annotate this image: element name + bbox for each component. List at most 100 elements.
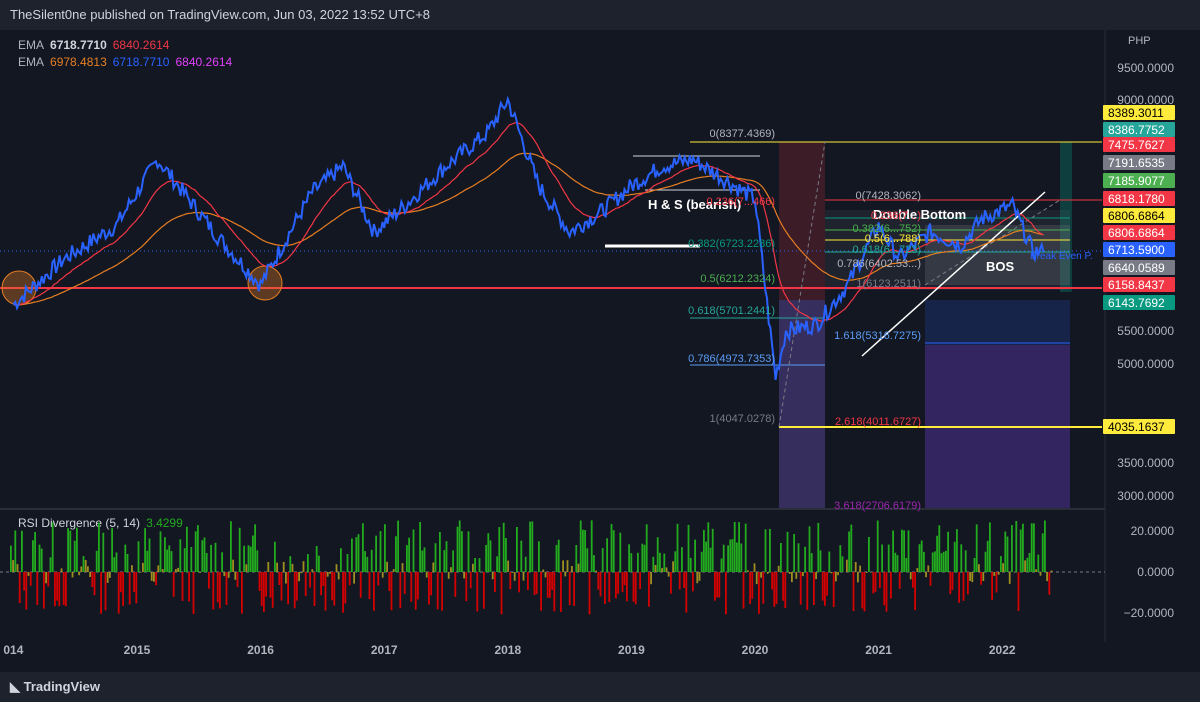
rsi-bar (775, 572, 778, 605)
rsi-bar (698, 572, 701, 581)
rsi-bar (659, 552, 661, 572)
rsi-bar (267, 562, 270, 572)
rsi-bar (80, 566, 83, 572)
rsi-bar (782, 572, 784, 601)
price-axis-currency: PHP (1128, 35, 1151, 47)
rsi-bar (529, 521, 531, 572)
rsi-bar (450, 567, 452, 572)
rsi-bar (483, 572, 485, 609)
rsi-bar (65, 572, 67, 607)
rsi-bar (131, 565, 133, 572)
rsi-bar (399, 572, 402, 609)
rsi-bar (111, 527, 113, 572)
rsi-bar (403, 572, 406, 594)
rsi-bar (54, 572, 56, 607)
rsi-bar (984, 551, 987, 572)
rsi-bar (599, 572, 602, 597)
rsi-bar (241, 572, 243, 614)
rsi-bar (762, 572, 765, 604)
rsi-bar (700, 551, 703, 572)
rsi-bar (584, 530, 586, 572)
rsi-bar (1039, 572, 1042, 576)
rsi-bar (885, 572, 888, 612)
rsi-bar (252, 535, 254, 572)
rsi-bar (509, 572, 512, 590)
footer: ◣ TradingView (0, 672, 1200, 702)
rsi-bar (25, 572, 28, 610)
rsi-bar (309, 572, 311, 588)
rsi-bar (947, 531, 949, 572)
rsi-bar (258, 572, 261, 591)
rsi-bar (709, 547, 712, 572)
price-tick-1: 9000.0000 (1117, 93, 1174, 107)
price-tick-6: 3000.0000 (1117, 489, 1174, 503)
rsi-bar (157, 565, 160, 572)
rsi-bar (656, 537, 659, 572)
rsi-bar (1002, 563, 1004, 572)
rsi-bar (335, 564, 338, 572)
price-tag-11: 6143.7692 (1108, 296, 1165, 310)
rsi-bar (390, 572, 393, 611)
rsi-bar (216, 572, 219, 603)
rsi-bar (784, 572, 787, 608)
rsi-bar (652, 556, 655, 572)
rsi-bar (14, 530, 17, 572)
rsi-bar (100, 572, 102, 614)
rsi-bar (703, 529, 705, 572)
time-tick-5: 2019 (618, 643, 645, 657)
rsi-bar (293, 572, 296, 609)
rsi-bar (821, 572, 824, 601)
rsi-bar (760, 572, 762, 578)
rsi-bar (744, 523, 747, 572)
price-tag-0: 8389.3011 (1108, 106, 1164, 120)
rsi-bar (577, 563, 580, 572)
rsi-bar (263, 572, 265, 612)
rsi-bar (740, 543, 743, 572)
rsi-bar (973, 557, 976, 572)
rsi-bar (898, 572, 901, 589)
rsi-bar (749, 572, 751, 605)
rsi-bar (527, 572, 529, 590)
rsi-bar (208, 572, 210, 589)
rsi-bar (1048, 572, 1051, 595)
rsi-bar (78, 572, 80, 576)
rsi-bar (643, 544, 646, 572)
rsi-bar (256, 550, 259, 572)
rsi-bar (476, 572, 479, 612)
rsi-bar (890, 572, 892, 599)
rsi-bar (815, 572, 817, 580)
fib2-label-1: 0.236(7...) (871, 210, 921, 222)
fib2-label-7: 1.618(5316.7275) (834, 330, 921, 342)
rsi-bar (681, 547, 683, 572)
rsi-bar (861, 572, 864, 609)
rsi-bar (474, 558, 476, 572)
rsi-bar (887, 544, 890, 572)
rsi-bar (621, 572, 624, 593)
rsi-bar (692, 572, 694, 592)
rsi-bar (907, 530, 910, 572)
rsi-bar (865, 572, 868, 573)
price-tag-bg-9 (1103, 260, 1175, 275)
rsi-bar (333, 572, 336, 606)
rsi-bar (542, 569, 545, 572)
rsi-bar (166, 549, 168, 572)
rsi-bar (291, 563, 294, 572)
rsi-tick-2: −20.0000 (1124, 606, 1175, 620)
rsi-bar (395, 536, 397, 572)
rsi-bar (617, 572, 619, 594)
fib2-label-3: 0.5(6...788) (865, 233, 921, 245)
rsi-bar (205, 553, 208, 572)
rsi-bar (918, 544, 921, 572)
rsi-bar (109, 572, 111, 578)
rsi-bar (729, 539, 732, 572)
rsi-bar (650, 572, 652, 585)
chart-area[interactable]: H & S (bearish) Double Bottom BOS Break Eve… (0, 30, 1200, 672)
rsi-bar (676, 523, 679, 572)
rsi-bar (791, 572, 793, 583)
rsi-bar (355, 537, 358, 572)
rsi-bar (606, 538, 608, 572)
rsi-bar (219, 572, 221, 609)
rsi-bar (905, 557, 908, 572)
rsi-bar (38, 544, 41, 572)
rsi-bar (146, 550, 149, 572)
